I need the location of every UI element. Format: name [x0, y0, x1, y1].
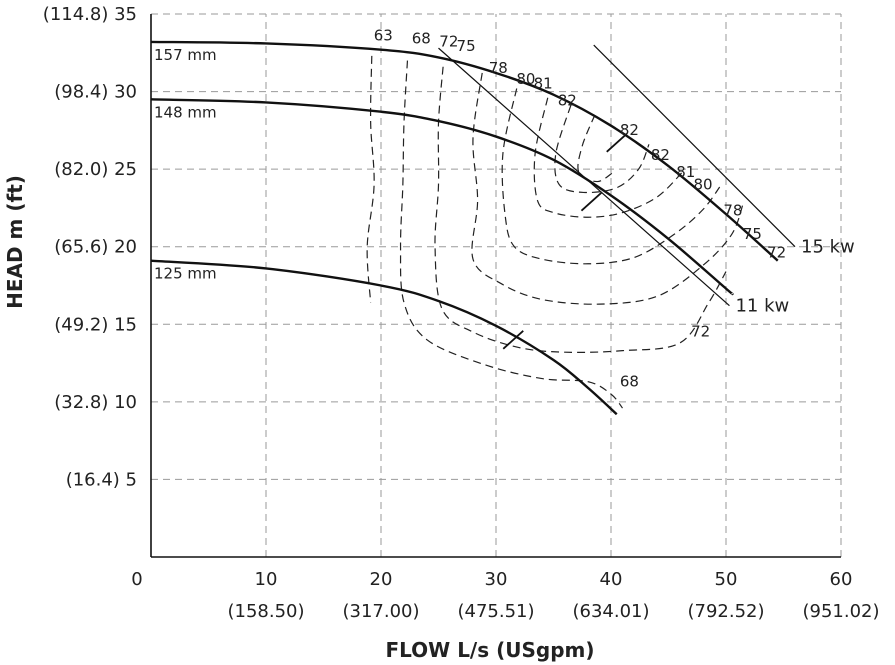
contour-label: 72 [439, 33, 458, 51]
contour-label: 72 [767, 244, 786, 262]
contour-label: 82 [620, 121, 639, 139]
contour-label: 80 [693, 175, 712, 193]
y-tick-label: (49.2) 15 [54, 314, 137, 335]
bep-marks [502, 133, 628, 350]
contour-label: 68 [412, 29, 431, 47]
y-tick-label: (65.6) 20 [54, 237, 137, 258]
tick-labels: 0 10 (158.50) 20 (317.00) 30 (475.51) 40 (634.01… [43, 4, 880, 622]
efficiency-contour-81 [554, 105, 650, 194]
impeller-curve-label: 125 mm [154, 265, 217, 283]
impeller-curves [150, 40, 779, 416]
bep-mark [580, 192, 603, 212]
contour-label: 78 [489, 59, 508, 77]
contour-label: 80 [516, 70, 535, 88]
efficiency-contours [366, 55, 744, 409]
contour-label: 81 [676, 163, 695, 181]
x-tick-label: 10 [255, 569, 278, 590]
x-tick-secondary-label: (792.52) [687, 601, 764, 622]
y-tick-label: (82.0) 25 [54, 159, 137, 180]
power-line-label: 15 kw [801, 237, 855, 258]
x-tick-secondary-label: (158.50) [227, 601, 304, 622]
x-tick-label: 0 [131, 569, 142, 590]
x-tick-secondary-label: (634.01) [572, 601, 649, 622]
power-line [593, 44, 796, 248]
impeller-curve [150, 98, 734, 296]
impeller-curve-label: 157 mm [154, 46, 217, 64]
contour-label: 75 [743, 225, 762, 243]
y-tick-label: (114.8) 35 [43, 4, 137, 25]
x-axis-title: FLOW L/s (USgpm) [385, 638, 594, 662]
x-tick-label: 30 [485, 569, 508, 590]
x-tick-secondary-label: (951.02) [802, 601, 879, 622]
contour-label: 72 [691, 323, 710, 341]
contour-label: 81 [534, 74, 553, 92]
efficiency-contour-63 [366, 55, 375, 303]
contour-label: 82 [558, 92, 577, 110]
contour-label: 68 [620, 372, 639, 390]
x-tick-label: 20 [370, 569, 393, 590]
x-tick-label: 60 [830, 569, 853, 590]
efficiency-contour-68 [399, 60, 623, 409]
efficiency-contour-78 [501, 88, 721, 265]
y-tick-label: (16.4) 5 [66, 469, 137, 490]
impeller-curve [150, 40, 779, 262]
impeller-curve [150, 259, 618, 416]
y-tick-label: (32.8) 10 [54, 392, 137, 413]
x-tick-label: 50 [715, 569, 738, 590]
efficiency-contour-72 [434, 66, 727, 354]
bep-mark [606, 133, 628, 153]
contour-label: 82 [651, 146, 670, 164]
contour-label: 63 [374, 26, 393, 44]
power-line-label: 11 kw [735, 296, 789, 317]
bep-mark [502, 330, 524, 350]
x-tick-secondary-label: (475.51) [457, 601, 534, 622]
axes [150, 14, 841, 558]
impeller-curve-label: 148 mm [154, 103, 217, 121]
power-line [438, 47, 730, 307]
y-axis-title: HEAD m (ft) [3, 175, 27, 309]
power-lines [438, 44, 796, 307]
contour-label: 78 [723, 202, 742, 220]
y-tick-label: (98.4) 30 [54, 82, 137, 103]
x-tick-label: 40 [600, 569, 623, 590]
x-tick-secondary-label: (317.00) [342, 601, 419, 622]
contour-label: 75 [457, 37, 476, 55]
grid-lines [151, 13, 842, 557]
